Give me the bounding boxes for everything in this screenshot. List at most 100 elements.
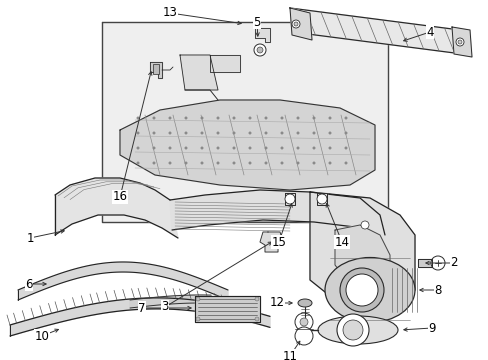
Circle shape: [216, 132, 219, 134]
Text: 4: 4: [426, 26, 433, 39]
Circle shape: [184, 132, 187, 134]
Circle shape: [360, 221, 368, 229]
Polygon shape: [180, 55, 218, 90]
Polygon shape: [309, 192, 414, 310]
Circle shape: [137, 147, 139, 149]
Circle shape: [344, 162, 346, 164]
Text: 1: 1: [26, 231, 34, 244]
Circle shape: [201, 132, 203, 134]
Polygon shape: [254, 28, 269, 42]
Polygon shape: [334, 225, 389, 295]
Text: 16: 16: [112, 190, 127, 203]
Circle shape: [285, 194, 294, 204]
Ellipse shape: [297, 299, 311, 307]
Circle shape: [293, 22, 297, 26]
Circle shape: [328, 117, 330, 119]
Circle shape: [201, 117, 203, 119]
Circle shape: [232, 162, 235, 164]
Text: 10: 10: [35, 329, 49, 342]
Circle shape: [196, 317, 200, 321]
Polygon shape: [417, 259, 431, 267]
Text: 14: 14: [334, 235, 349, 248]
Circle shape: [294, 313, 312, 331]
Text: 13: 13: [162, 6, 177, 19]
Text: 5: 5: [253, 15, 260, 28]
Circle shape: [257, 47, 263, 53]
Polygon shape: [285, 193, 294, 205]
Circle shape: [232, 132, 235, 134]
Circle shape: [280, 117, 283, 119]
Circle shape: [344, 132, 346, 134]
Circle shape: [342, 320, 362, 340]
Polygon shape: [170, 190, 386, 265]
Circle shape: [232, 117, 235, 119]
Circle shape: [216, 147, 219, 149]
Circle shape: [201, 162, 203, 164]
Circle shape: [168, 117, 171, 119]
Polygon shape: [150, 62, 162, 78]
Circle shape: [254, 297, 259, 301]
Circle shape: [254, 317, 259, 321]
Ellipse shape: [317, 316, 397, 344]
Polygon shape: [130, 295, 211, 308]
Text: 2: 2: [449, 256, 457, 270]
Circle shape: [248, 132, 251, 134]
Circle shape: [264, 117, 266, 119]
Circle shape: [248, 117, 251, 119]
Polygon shape: [209, 55, 240, 72]
Circle shape: [264, 132, 266, 134]
Text: 6: 6: [25, 278, 33, 291]
Ellipse shape: [325, 257, 414, 323]
Circle shape: [184, 147, 187, 149]
Circle shape: [296, 132, 299, 134]
Polygon shape: [451, 27, 471, 57]
Polygon shape: [316, 193, 326, 205]
Circle shape: [216, 162, 219, 164]
Circle shape: [280, 162, 283, 164]
Circle shape: [291, 20, 299, 28]
Circle shape: [264, 147, 266, 149]
Polygon shape: [260, 232, 283, 252]
Circle shape: [296, 147, 299, 149]
Circle shape: [248, 147, 251, 149]
Circle shape: [296, 117, 299, 119]
Circle shape: [152, 117, 155, 119]
Circle shape: [312, 147, 315, 149]
Circle shape: [201, 147, 203, 149]
Circle shape: [196, 297, 200, 301]
Circle shape: [339, 268, 383, 312]
Circle shape: [294, 327, 312, 345]
Text: 9: 9: [427, 321, 435, 334]
Circle shape: [232, 147, 235, 149]
Circle shape: [344, 147, 346, 149]
Circle shape: [299, 318, 307, 326]
Circle shape: [312, 117, 315, 119]
Circle shape: [216, 117, 219, 119]
Text: 15: 15: [271, 235, 286, 248]
Circle shape: [152, 147, 155, 149]
Circle shape: [152, 132, 155, 134]
Circle shape: [328, 162, 330, 164]
Polygon shape: [10, 298, 269, 336]
Circle shape: [344, 117, 346, 119]
Circle shape: [264, 162, 266, 164]
Circle shape: [253, 44, 265, 56]
Circle shape: [168, 147, 171, 149]
Circle shape: [248, 162, 251, 164]
Polygon shape: [289, 8, 469, 55]
Circle shape: [455, 38, 463, 46]
Text: 12: 12: [269, 297, 284, 310]
Circle shape: [328, 132, 330, 134]
Circle shape: [457, 40, 461, 44]
Circle shape: [137, 117, 139, 119]
Polygon shape: [18, 262, 227, 300]
Polygon shape: [55, 178, 178, 238]
Circle shape: [312, 162, 315, 164]
Circle shape: [336, 314, 368, 346]
Circle shape: [137, 162, 139, 164]
Circle shape: [184, 162, 187, 164]
Circle shape: [280, 147, 283, 149]
Circle shape: [280, 132, 283, 134]
Text: 7: 7: [138, 302, 145, 315]
Circle shape: [296, 162, 299, 164]
